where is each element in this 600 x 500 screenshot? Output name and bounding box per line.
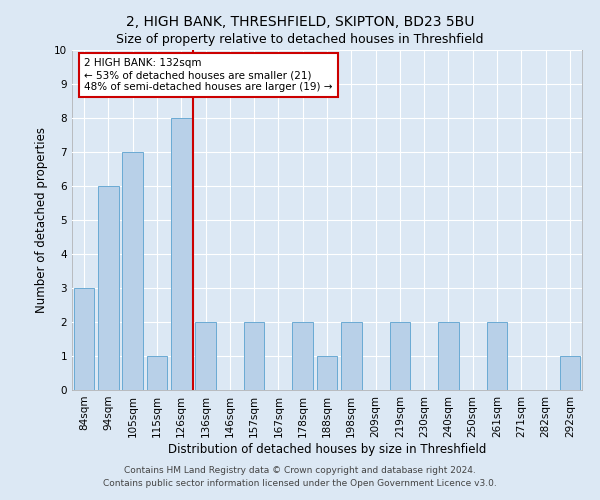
- Bar: [195, 322, 216, 390]
- Bar: [292, 322, 313, 390]
- Bar: [317, 356, 337, 390]
- Text: Size of property relative to detached houses in Threshfield: Size of property relative to detached ho…: [116, 32, 484, 46]
- Bar: [146, 356, 167, 390]
- Bar: [438, 322, 459, 390]
- Bar: [487, 322, 508, 390]
- Bar: [560, 356, 580, 390]
- Bar: [341, 322, 362, 390]
- Bar: [389, 322, 410, 390]
- Bar: [244, 322, 265, 390]
- Bar: [98, 186, 119, 390]
- Bar: [171, 118, 191, 390]
- Y-axis label: Number of detached properties: Number of detached properties: [35, 127, 49, 313]
- Text: Contains HM Land Registry data © Crown copyright and database right 2024.
Contai: Contains HM Land Registry data © Crown c…: [103, 466, 497, 487]
- Bar: [74, 288, 94, 390]
- Text: 2 HIGH BANK: 132sqm
← 53% of detached houses are smaller (21)
48% of semi-detach: 2 HIGH BANK: 132sqm ← 53% of detached ho…: [85, 58, 333, 92]
- X-axis label: Distribution of detached houses by size in Threshfield: Distribution of detached houses by size …: [168, 442, 486, 456]
- Text: 2, HIGH BANK, THRESHFIELD, SKIPTON, BD23 5BU: 2, HIGH BANK, THRESHFIELD, SKIPTON, BD23…: [126, 15, 474, 29]
- Bar: [122, 152, 143, 390]
